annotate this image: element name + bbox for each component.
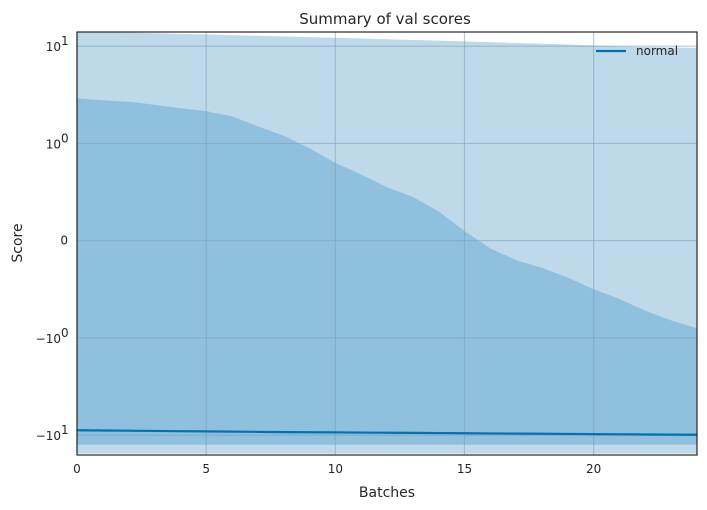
chart-title: Summary of val scores: [299, 10, 471, 28]
y-tick-label: 10: [46, 137, 61, 151]
y-tick-exponent: 0: [61, 131, 69, 145]
y-tick-exponent: 1: [61, 423, 69, 437]
x-tick-label: 10: [328, 462, 343, 476]
y-tick-label: 10: [46, 40, 61, 54]
x-tick-label: 20: [586, 462, 601, 476]
y-tick-label: −10: [36, 429, 61, 443]
x-axis-title: Batches: [359, 485, 415, 501]
x-tick-label: 0: [73, 462, 81, 476]
legend-label-normal: normal: [636, 44, 678, 58]
y-tick-label: 0: [60, 234, 68, 248]
plot-frame: [76, 31, 698, 456]
y-axis-title: Score: [10, 223, 26, 262]
x-tick-label: 5: [202, 462, 210, 476]
x-tick-label: 15: [457, 462, 472, 476]
y-tick-label: −10: [36, 332, 61, 346]
inner-confidence-band: [77, 98, 697, 445]
y-tick-exponent: 1: [61, 34, 69, 48]
series-line-normal: [76, 429, 698, 436]
y-tick-exponent: 0: [61, 326, 69, 340]
